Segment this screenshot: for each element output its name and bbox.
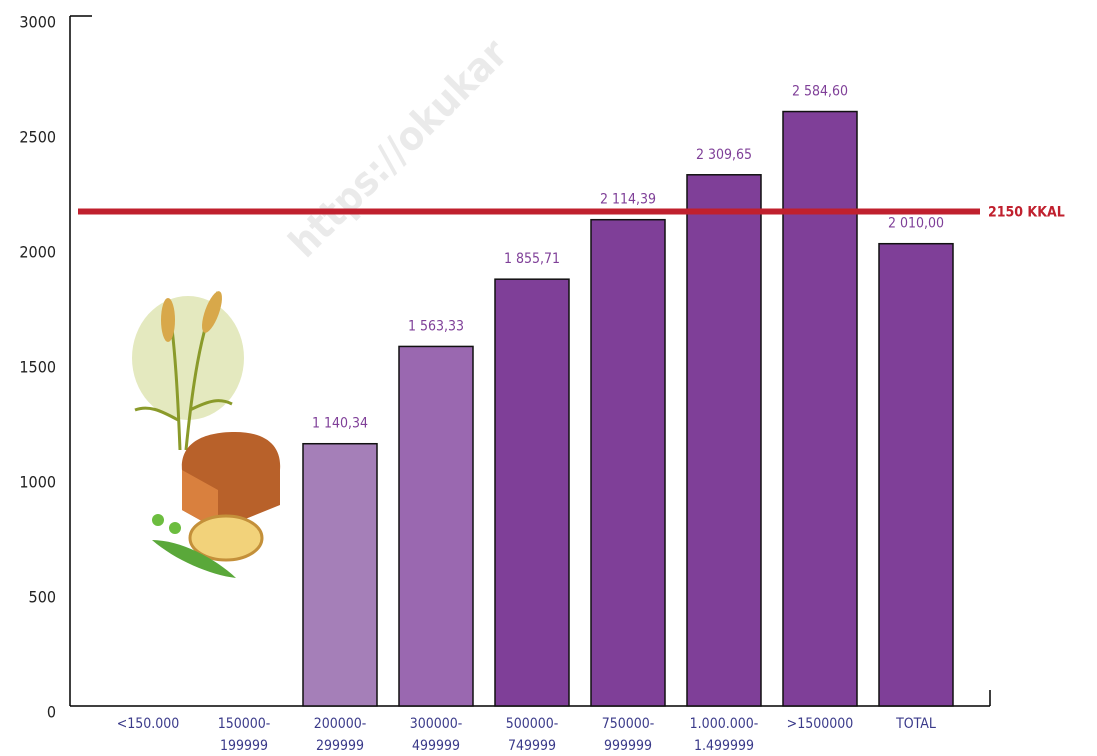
value-label: 2 114,39: [600, 192, 656, 208]
y-tick-label: 1500: [19, 358, 56, 377]
bar: [686, 174, 762, 707]
bar: [782, 110, 858, 707]
y-tick-label: 0: [47, 703, 56, 722]
y-tick-label: 2000: [19, 243, 56, 262]
x-tick-label: 200000-299999: [314, 716, 367, 754]
value-label: 1 855,71: [504, 251, 560, 267]
value-label: 2 309,65: [696, 147, 752, 163]
value-label: 2 584,60: [792, 84, 848, 100]
value-label: 1 140,34: [312, 416, 368, 432]
y-tick-label: 2500: [19, 128, 56, 147]
bar: [878, 242, 954, 707]
bar: [494, 278, 570, 707]
x-tick-label: >1500000: [787, 716, 854, 732]
x-tick-label: 150000-199999: [218, 716, 271, 754]
watermark: https://okukar: [280, 30, 516, 266]
y-tick-label: 3000: [19, 13, 56, 32]
bar: [590, 218, 666, 707]
value-label: 1 563,33: [408, 318, 464, 334]
x-tick-label: 1.000.000-1.499999: [690, 716, 759, 754]
x-tick-label: 300000-499999: [410, 716, 463, 754]
x-tick-label: <150.000: [117, 716, 180, 732]
y-tick-label: 500: [29, 588, 56, 607]
y-tick-label: 1000: [19, 473, 56, 492]
value-label: 2 010,00: [888, 216, 944, 232]
bar: [302, 442, 378, 707]
reference-label: 2150 KKAL: [988, 205, 1065, 221]
bar: [398, 345, 474, 707]
x-tick-label: 750000-999999: [602, 716, 655, 754]
x-tick-label: TOTAL: [895, 716, 936, 732]
food-illustration: [132, 291, 281, 578]
x-tick-label: 500000-749999: [506, 716, 559, 754]
